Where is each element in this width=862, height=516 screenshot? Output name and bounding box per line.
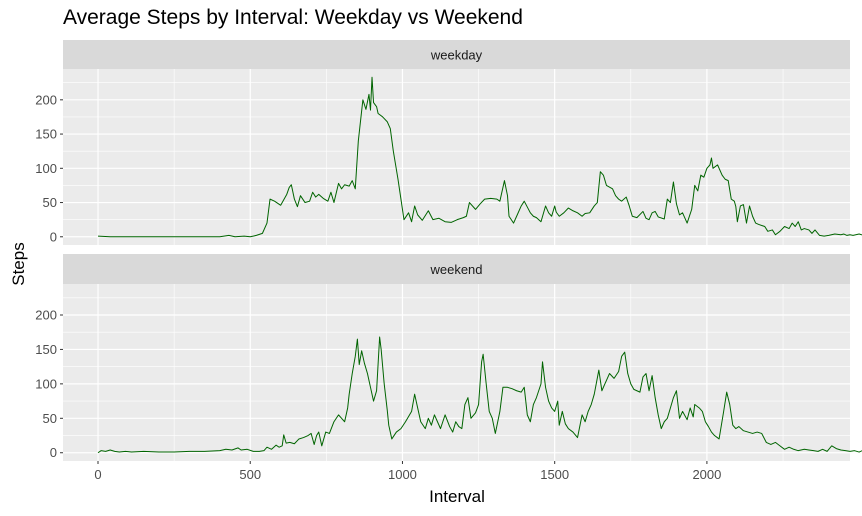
series-line-weekend — [97, 336, 862, 454]
y-tick-label: 0 — [50, 229, 57, 244]
x-tick-label: 1000 — [388, 467, 417, 482]
facet-strip-label-weekend: weekend — [429, 262, 482, 277]
x-tick-label: 2000 — [692, 467, 721, 482]
y-tick-label: 200 — [35, 92, 57, 107]
x-tick-label: 1500 — [540, 467, 569, 482]
x-axis-title: Interval — [429, 487, 485, 506]
x-tick-label: 0 — [94, 467, 101, 482]
facet-strip-weekend — [63, 254, 850, 284]
chart-title: Average Steps by Interval: Weekday vs We… — [63, 6, 523, 29]
y-tick-label: 0 — [50, 445, 57, 460]
x-tick-label: 500 — [239, 467, 261, 482]
panel-background-weekend — [63, 284, 850, 461]
y-tick-label: 50 — [43, 195, 57, 210]
y-tick-label: 100 — [35, 376, 57, 391]
panel-background-weekday — [63, 69, 850, 245]
y-tick-label: 150 — [35, 127, 57, 142]
facet-strip-label-weekday: weekday — [430, 48, 483, 63]
y-tick-label: 200 — [35, 307, 57, 322]
y-axis-title: Steps — [9, 242, 28, 285]
y-tick-label: 100 — [35, 161, 57, 176]
y-tick-label: 150 — [35, 342, 57, 357]
facet-strip-weekday — [63, 40, 850, 69]
y-tick-label: 50 — [43, 411, 57, 426]
series-line-weekday — [97, 76, 862, 238]
